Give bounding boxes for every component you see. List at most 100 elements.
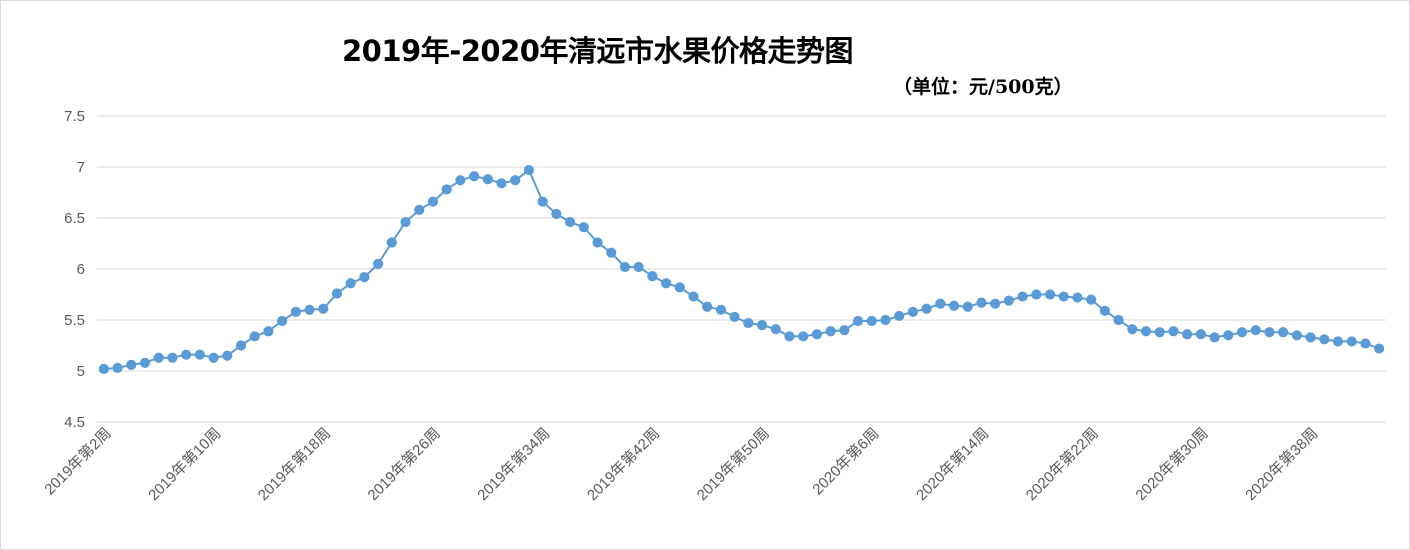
- data-point: [921, 303, 932, 314]
- data-point: [510, 175, 521, 186]
- data-point: [907, 306, 919, 317]
- data-point: [592, 237, 603, 248]
- data-point: [619, 261, 631, 273]
- data-point: [482, 174, 493, 185]
- data-point: [1127, 324, 1138, 335]
- data-point: [1044, 289, 1056, 300]
- data-point: [277, 315, 288, 327]
- data-point: [304, 304, 315, 315]
- data-point: [400, 216, 411, 228]
- data-point: [798, 331, 809, 342]
- data-point: [660, 278, 672, 289]
- data-point: [1236, 327, 1248, 338]
- data-point: [551, 208, 562, 220]
- y-tick-label: 7.5: [64, 108, 85, 125]
- data-point: [181, 349, 192, 360]
- data-point: [359, 272, 370, 283]
- data-point: [743, 317, 754, 329]
- data-point: [126, 359, 137, 370]
- data-point: [1168, 326, 1179, 337]
- data-point: [633, 261, 644, 273]
- data-point: [702, 301, 713, 312]
- data-point: [839, 325, 850, 336]
- data-point: [1291, 330, 1302, 341]
- data-point: [1278, 327, 1289, 338]
- data-point: [496, 178, 507, 189]
- data-point: [222, 350, 233, 361]
- x-tick-label: 2020年第6周: [809, 424, 883, 498]
- x-tick-label: 2020年第14周: [912, 424, 992, 504]
- data-point: [880, 314, 891, 326]
- data-point: [427, 196, 439, 207]
- chart-unit-subtitle: （单位：元/500克）: [893, 76, 1073, 98]
- data-point: [935, 298, 946, 309]
- x-tick-label: 2019年第18周: [254, 424, 334, 504]
- data-point: [194, 349, 205, 360]
- data-point: [523, 164, 535, 176]
- data-point: [263, 326, 274, 337]
- data-point: [729, 311, 740, 323]
- x-tick-label: 2020年第22周: [1022, 424, 1102, 504]
- data-point: [1140, 326, 1152, 337]
- data-point: [1250, 325, 1261, 336]
- x-tick-label: 2020年第30周: [1132, 424, 1212, 504]
- data-point: [1374, 343, 1385, 354]
- data-point: [235, 340, 247, 351]
- data-point: [537, 196, 548, 207]
- data-point: [784, 331, 795, 342]
- data-point: [469, 171, 480, 182]
- data-point: [1195, 329, 1206, 340]
- x-tick-label: 2019年第2周: [41, 424, 115, 498]
- data-point: [153, 352, 164, 363]
- data-point: [852, 315, 864, 327]
- x-tick-label: 2019年第26周: [364, 424, 444, 504]
- data-point: [976, 297, 987, 308]
- data-point: [318, 303, 329, 314]
- data-point: [1264, 327, 1275, 338]
- data-point: [1099, 305, 1110, 316]
- data-point: [1360, 338, 1371, 349]
- data-point: [414, 204, 425, 215]
- data-point: [441, 184, 452, 195]
- data-point: [345, 278, 356, 289]
- y-tick-label: 5: [77, 363, 85, 380]
- y-tick-label: 6.5: [64, 210, 85, 227]
- series-line: [103, 169, 1380, 370]
- data-point: [1305, 332, 1316, 343]
- data-point: [606, 247, 617, 258]
- x-tick-label: 2020年第38周: [1241, 424, 1321, 504]
- data-point: [1072, 292, 1083, 303]
- data-point: [825, 326, 836, 337]
- data-point: [1319, 334, 1330, 345]
- data-point: [674, 282, 685, 293]
- data-point: [1182, 329, 1193, 340]
- x-tick-label: 2019年第50周: [693, 424, 773, 504]
- data-point: [98, 363, 109, 375]
- y-tick-label: 6: [77, 261, 85, 278]
- data-point: [811, 329, 823, 340]
- data-point: [1017, 291, 1028, 302]
- data-point: [564, 216, 576, 228]
- x-tick-label: 2019年第10周: [144, 424, 224, 504]
- data-point: [866, 315, 877, 327]
- data-point: [1332, 336, 1344, 347]
- data-point: [1154, 327, 1165, 338]
- y-tick-label: 7: [77, 159, 85, 176]
- data-point: [948, 300, 960, 311]
- data-point: [386, 237, 397, 248]
- data-point: [139, 357, 151, 368]
- data-point: [373, 258, 384, 269]
- data-point: [715, 304, 727, 315]
- data-point: [578, 222, 589, 233]
- data-point: [1209, 332, 1220, 343]
- chart-title: 2019年-2020年清远市水果价格走势图: [342, 34, 853, 68]
- data-point: [331, 288, 343, 299]
- data-point: [249, 331, 260, 342]
- data-point: [688, 291, 699, 302]
- data-point: [112, 362, 123, 374]
- data-point: [455, 175, 466, 186]
- x-tick-label: 2019年第34周: [474, 424, 554, 504]
- data-point: [756, 320, 768, 331]
- data-point: [1223, 330, 1234, 341]
